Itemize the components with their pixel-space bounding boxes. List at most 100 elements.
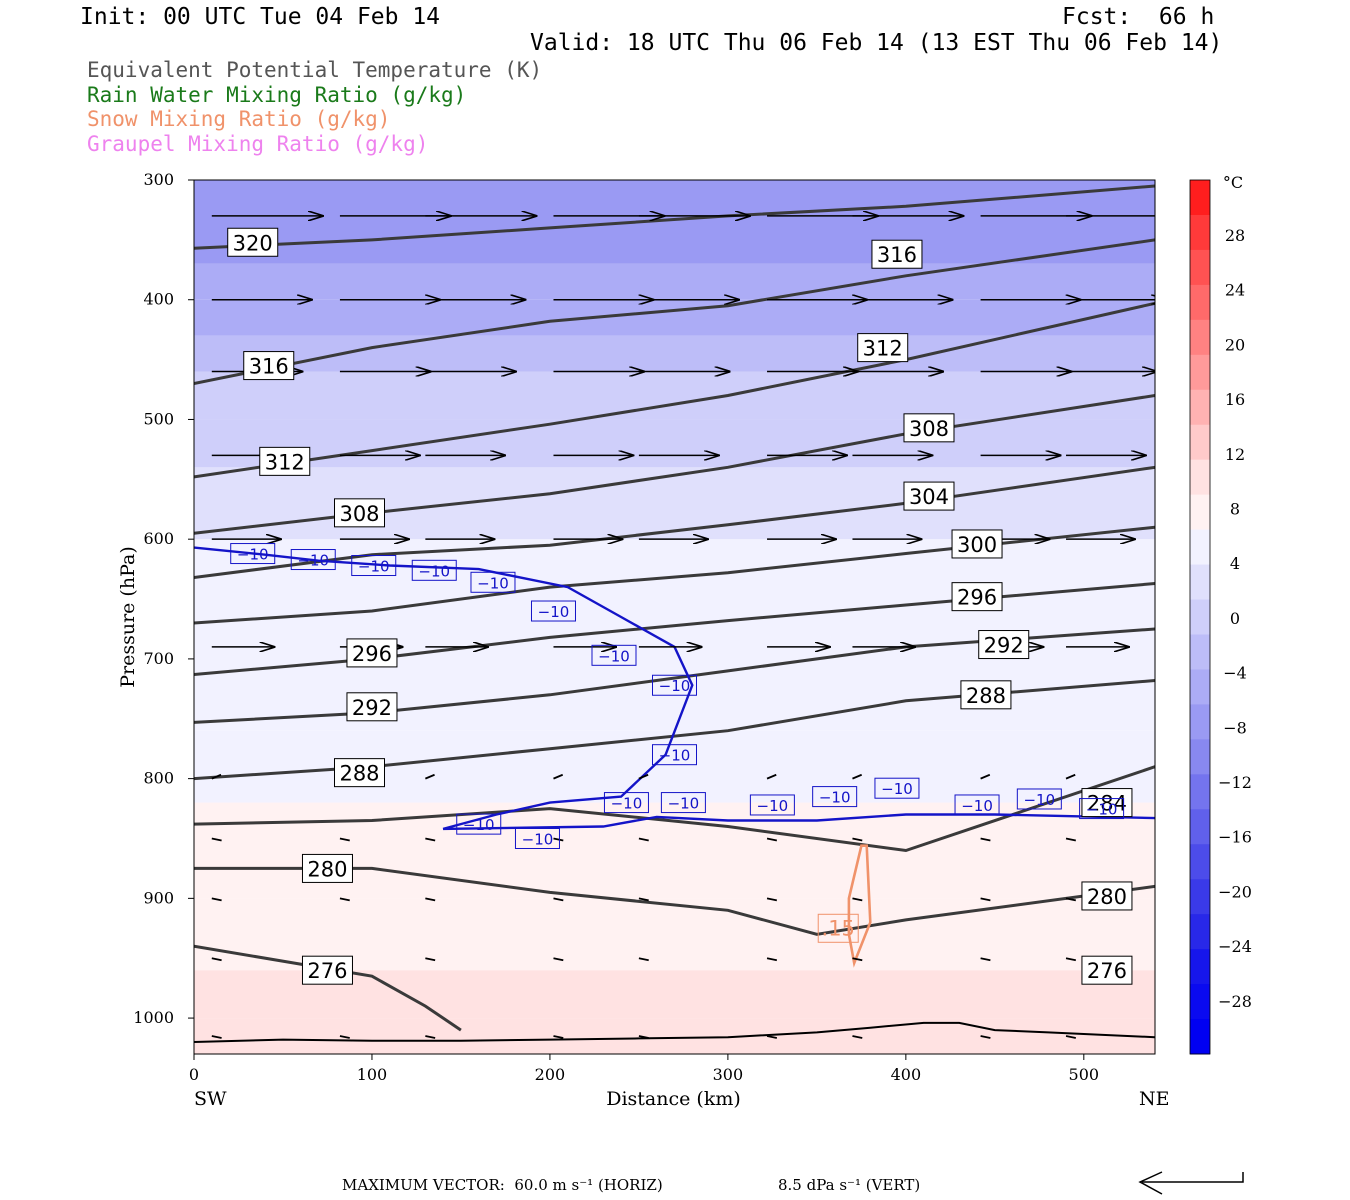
- y-tick-label: 600: [143, 529, 174, 548]
- wind-vector: [852, 957, 863, 962]
- wind-vector: [852, 837, 863, 842]
- wind-vector: [852, 1035, 863, 1039]
- temperature-band: [194, 419, 1155, 468]
- x-end-label-right: NE: [1139, 1088, 1170, 1110]
- theta-e-label-box: [903, 481, 955, 511]
- wind-vector: [852, 773, 863, 780]
- theta-e-label: 292: [978, 630, 1030, 660]
- theta-e-label: 308: [903, 413, 955, 443]
- temp-label: −10: [1079, 798, 1125, 820]
- theta-e-label-box: [951, 529, 1003, 559]
- colorbar-swatch: [1190, 564, 1210, 601]
- colorbar-swatch: [1190, 180, 1210, 216]
- colorbar-swatch: [1190, 704, 1210, 740]
- temp-label-box: [1079, 798, 1125, 820]
- theta-e-label: 280: [301, 853, 353, 883]
- temp-label-box: [954, 794, 1000, 816]
- temp-label-box: [652, 674, 697, 696]
- x-tick-label: 300: [713, 1065, 744, 1084]
- wind-vector: [553, 897, 564, 902]
- wind-vector: [766, 773, 777, 780]
- y-tick-label: 800: [143, 769, 174, 788]
- colorbar-unit: °C: [1223, 173, 1243, 192]
- colorbar-swatch: [1190, 319, 1210, 356]
- theta-e-label: 296: [346, 638, 398, 668]
- temperature-contour: [194, 546, 1155, 831]
- temp-label-text: −10: [1086, 801, 1118, 819]
- theta-e-label: 304: [903, 481, 955, 511]
- temp-label: −10: [652, 744, 697, 766]
- theta-e-label-text: 304: [909, 485, 949, 509]
- terrain-line: [194, 1021, 1155, 1043]
- temp-label: −10: [456, 813, 502, 835]
- wind-vector: [852, 897, 863, 902]
- colorbar-swatch: [1190, 844, 1210, 880]
- minus-10-line: [194, 546, 1155, 831]
- temp-label: −10: [874, 777, 920, 799]
- colorbar-tick-label: −28: [1218, 992, 1252, 1011]
- theta-e-label: 288: [334, 758, 386, 788]
- colorbar-swatch: [1190, 599, 1210, 635]
- temp-label-text: −10: [1023, 791, 1055, 809]
- theta-e-label-box: [978, 630, 1030, 660]
- temp-label-box: [660, 792, 706, 814]
- temp-label-text: −10: [598, 647, 630, 665]
- theta-e-label-box: [1081, 881, 1133, 911]
- theta-e-line: [194, 944, 462, 1032]
- theta-e-label-box: [871, 239, 923, 269]
- temp-label-text: −10: [611, 795, 643, 813]
- wind-vector: [339, 1035, 350, 1039]
- theta-e-label-text: 276: [307, 959, 347, 983]
- theta-e-label-box: [301, 955, 353, 985]
- wind-vector: [1065, 957, 1076, 962]
- theta-e-label-text: 296: [957, 586, 997, 610]
- x-axis-title: Distance (km): [606, 1088, 741, 1110]
- wind-vector: [638, 897, 649, 902]
- wind-vector: [980, 897, 991, 902]
- legend-graupel: Graupel Mixing Ratio (g/kg): [87, 132, 429, 156]
- temp-label-box: [470, 571, 516, 593]
- temperature-band: [194, 299, 1155, 336]
- colorbar-frame: [1189, 179, 1211, 1055]
- colorbar-swatch: [1190, 389, 1210, 426]
- colorbar-tick-label: −24: [1218, 937, 1252, 956]
- colorbar-tick-label: 28: [1225, 226, 1245, 245]
- theta-e-label-box: [227, 227, 279, 257]
- snow-line: [847, 844, 872, 968]
- theta-e-label-text: 292: [984, 634, 1024, 658]
- temp-label-text: −10: [463, 816, 495, 834]
- colorbar-swatch: [1190, 634, 1210, 670]
- snow-contour: [847, 844, 872, 968]
- colorbar-swatch: [1190, 809, 1210, 845]
- max-vector-horiz-value: 60.0 m s⁻¹ (HORIZ): [514, 1176, 663, 1194]
- theta-e-label-text: 308: [339, 502, 379, 526]
- temp-label-box: [230, 543, 276, 565]
- temp-label-box: [514, 827, 560, 849]
- colorbar-swatch: [1190, 739, 1210, 775]
- theta-e-label-box: [903, 413, 955, 443]
- snow-label-box: [817, 913, 859, 943]
- temp-label-text: −10: [297, 552, 329, 570]
- theta-e-label-text: 320: [233, 231, 273, 255]
- theta-e-label: 292: [346, 692, 398, 722]
- wind-vector: [425, 897, 436, 902]
- axes: 300 400 500 600 700 800 900 1000 0 100 200 300 400 50…: [117, 170, 1170, 1110]
- theta-e-label-text: 280: [307, 857, 347, 881]
- temp-label-text: −10: [538, 603, 570, 621]
- wind-vector: [553, 957, 564, 962]
- temp-label: −10: [652, 674, 697, 696]
- wind-vector: [638, 837, 649, 842]
- wind-vector: [339, 897, 350, 902]
- x-tick-label: 200: [535, 1065, 566, 1084]
- theta-e-label: 276: [301, 955, 353, 985]
- wind-vector: [980, 837, 991, 842]
- x-tick-label: 100: [357, 1065, 388, 1084]
- wind-vector: [1065, 1035, 1076, 1039]
- temp-label: −10: [1016, 788, 1062, 810]
- colorbar-tick-label: 16: [1225, 390, 1245, 409]
- temp-label: −10: [660, 792, 706, 814]
- temp-label: −10: [411, 559, 457, 581]
- y-axis-title: Pressure (hPa): [117, 546, 139, 688]
- theta-e-label: 316: [871, 239, 923, 269]
- temp-label-box: [749, 794, 795, 816]
